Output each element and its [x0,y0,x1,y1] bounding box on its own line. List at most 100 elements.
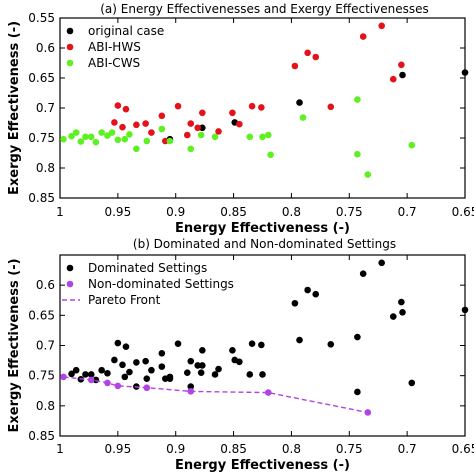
y-tick-label: 0.7 [36,101,55,115]
y-tick-label: 0.6 [36,41,55,55]
data-point [199,109,206,117]
data-point [378,259,385,267]
data-point [211,371,219,378]
data-point [197,131,205,139]
x-tick-label: 0.7 [398,442,417,456]
y-tick-label: 0.85 [28,191,55,205]
data-point [143,137,151,145]
data-point [378,22,385,30]
data-point [389,75,397,83]
data-point [68,370,75,378]
data-point [291,62,299,70]
data-point [187,145,195,153]
legend-marker [66,59,74,67]
data-point [408,141,416,149]
data-point [119,361,126,369]
data-point [77,138,85,145]
data-point [87,371,95,378]
data-point [158,363,166,370]
data-point [111,119,118,126]
data-point [162,137,169,145]
y-tick-label: 0.85 [28,429,55,443]
data-point [194,362,201,369]
data-point [104,369,111,377]
data-point [199,124,206,132]
data-point [399,71,406,79]
y-tick-label: 0.65 [28,71,55,85]
data-point [114,382,122,390]
data-point [264,131,272,139]
data-point [359,270,367,278]
data-point [114,339,122,347]
data-point [143,375,151,382]
data-point [60,373,67,381]
data-point [98,366,105,374]
legend-marker [66,27,74,35]
data-point [327,103,335,111]
data-point [215,128,222,135]
data-point [199,362,206,369]
data-point [258,341,265,349]
data-point [399,309,406,316]
chart-title: (b) Dominated and Non-dominated Settings [133,237,396,251]
data-point [354,96,361,103]
data-point [82,371,89,378]
data-point [312,290,320,298]
data-point [122,343,130,351]
legend-label: ABI-HWS [88,40,141,54]
data-point [259,371,266,378]
data-point [187,383,195,390]
data-point [187,120,195,127]
data-point [229,109,236,117]
data-point [133,145,140,153]
data-point [87,133,95,141]
legend-label: Pareto Front [88,293,161,307]
legend-marker [66,43,74,51]
data-point [121,135,129,143]
data-point [236,120,243,128]
data-point [236,358,243,366]
data-point [327,340,335,348]
data-point [296,336,303,344]
data-point [359,33,367,40]
y-tick-label: 0.55 [28,11,55,25]
data-point [126,368,133,376]
data-point [354,150,361,158]
data-point [461,306,469,314]
data-point [119,123,126,131]
x-tick-label: 0.8 [282,205,301,219]
data-point [187,357,195,365]
x-tick-label: 0.85 [220,205,247,219]
y-tick-label: 0.7 [36,339,55,353]
data-point [60,135,67,143]
data-point [122,105,130,113]
legend-label: Non-dominated Settings [88,277,234,291]
y-tick-label: 0.6 [36,278,55,292]
data-point [158,350,166,357]
data-point [121,373,129,381]
data-point [98,129,105,136]
data-point [229,347,236,354]
data-point [72,366,80,374]
data-point [354,333,361,341]
chart-title: (a) Energy Effectivenesses and Exergy Ef… [100,2,428,16]
x-tick-label: 1 [56,442,64,456]
data-point [389,313,397,320]
data-point [183,131,191,139]
data-point [166,375,174,382]
x-tick-label: 0.9 [166,205,185,219]
data-point [246,371,254,378]
x-tick-label: 0.7 [398,205,417,219]
data-point [133,121,140,129]
legend-marker [66,280,74,288]
data-point [246,133,254,141]
x-tick-label: 0.75 [336,205,363,219]
y-tick-label: 0.75 [28,369,55,383]
data-point [166,137,174,145]
data-point [354,388,361,396]
data-point [111,356,118,364]
data-point [211,133,219,141]
data-point [158,112,166,120]
x-tick-label: 0.8 [282,442,301,456]
data-point [68,132,75,140]
